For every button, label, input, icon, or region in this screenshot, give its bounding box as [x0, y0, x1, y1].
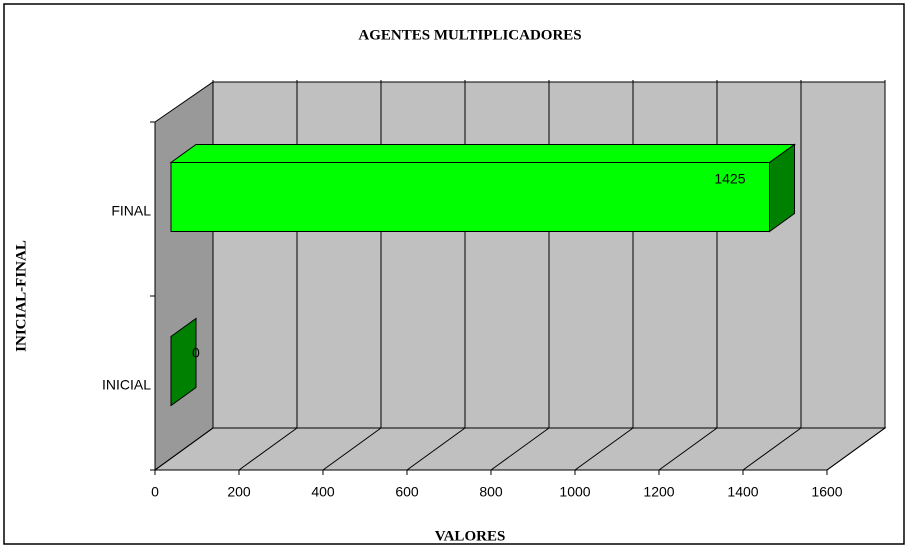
- bar-side: [769, 143, 795, 233]
- floor-grid-line: [658, 427, 718, 471]
- side-wall: [154, 81, 214, 471]
- floor-grid-line: [742, 427, 802, 471]
- x-tick-label: 0: [151, 484, 159, 500]
- x-tick-label: 1600: [811, 484, 842, 500]
- floor-grid-line: [322, 427, 382, 471]
- floor-grid-line: [406, 427, 466, 471]
- y-tick-label: FINAL: [111, 203, 151, 219]
- floor-grid-line: [238, 427, 298, 471]
- x-tick-label: 200: [227, 484, 251, 500]
- x-axis-label: VALORES: [435, 528, 506, 544]
- value-label: 1425: [714, 171, 745, 187]
- x-tick-label: 1000: [559, 484, 590, 500]
- floor-grid-line: [490, 427, 550, 471]
- x-tick-label: 1400: [727, 484, 758, 500]
- bar-side: [170, 317, 197, 407]
- y-tick-label: INICIAL: [102, 377, 151, 393]
- chart-title: AGENTES MULTIPLICADORES: [358, 27, 581, 43]
- y-axis-label: INICIAL-FINAL: [13, 240, 29, 352]
- value-label: 0: [192, 345, 200, 361]
- bar: [170, 162, 770, 232]
- bar-top: [169, 144, 797, 163]
- floor-grid-line: [574, 427, 634, 471]
- x-tick-label: 800: [479, 484, 503, 500]
- x-tick-label: 400: [311, 484, 335, 500]
- x-tick-label: 600: [395, 484, 419, 500]
- floor-grid-line: [826, 427, 886, 471]
- x-tick-label: 1200: [643, 484, 674, 500]
- floor-grid-line: [154, 427, 214, 471]
